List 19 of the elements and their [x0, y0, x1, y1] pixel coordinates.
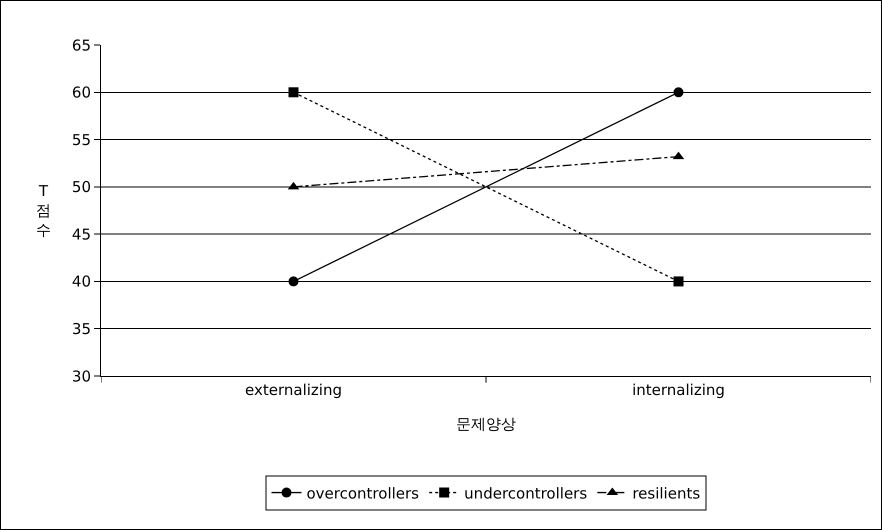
point: [288, 87, 298, 98]
y-tick-label: 60: [72, 84, 91, 102]
y-tick-label: 30: [72, 367, 91, 386]
x-tick-label: externalizing: [245, 381, 342, 399]
y-tick-label: 35: [72, 320, 91, 338]
legend-label: overcontrollers: [306, 484, 420, 502]
x-axis-title: 문제양상: [456, 415, 516, 433]
y-axis-title: T점수: [36, 182, 51, 239]
point: [674, 87, 684, 98]
point: [288, 276, 298, 286]
y-tick-label: 45: [72, 225, 91, 244]
y-tick-label: 55: [72, 130, 91, 149]
y-tick-label: 50: [72, 178, 91, 196]
legend-label: undercontrollers: [464, 484, 588, 502]
point: [674, 276, 684, 286]
x-tick-label: internalizing: [632, 381, 725, 399]
y-tick-label: 40: [72, 272, 91, 291]
legend-label: resilients: [632, 484, 700, 502]
y-tick-label: 65: [72, 36, 91, 54]
